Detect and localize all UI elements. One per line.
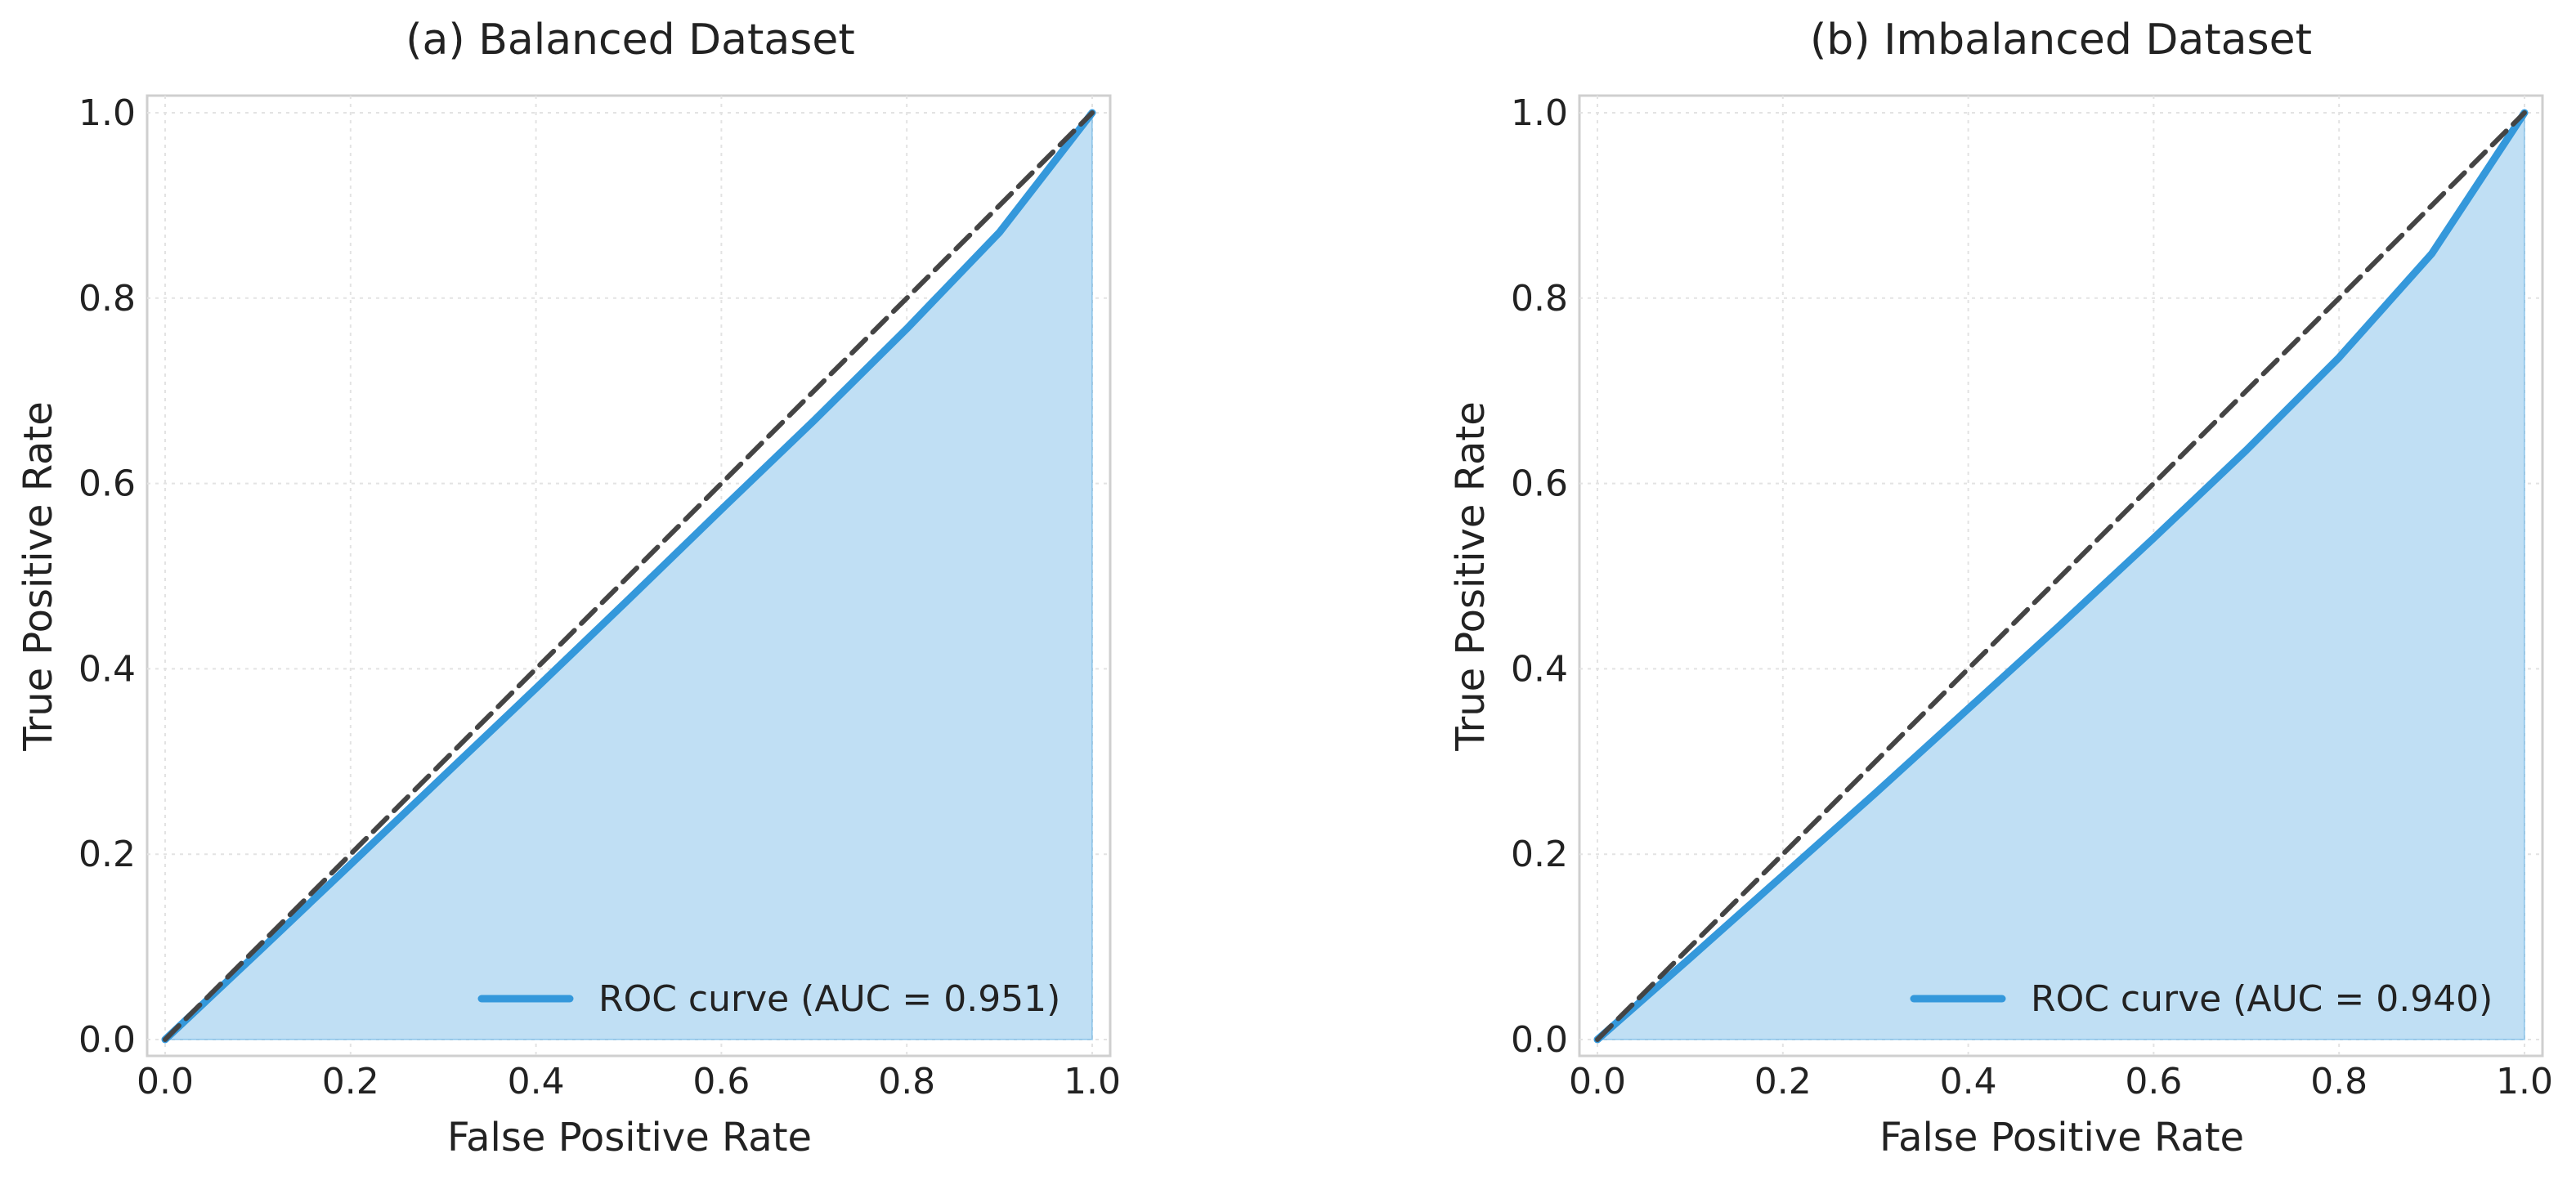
panel-b-x-axis-label: False Positive Rate: [1879, 1115, 2244, 1160]
panel-a-y-tick-label: 0.6: [78, 463, 136, 505]
panel-b-y-tick-label: 0.8: [1511, 278, 1568, 320]
panel-b-plot-frame: [1578, 94, 2544, 1058]
panel-b-x-ticks: 0.0 0.2 0.4 0.6 0.8 1.0: [1569, 1061, 2553, 1102]
panel-b-title: (b) Imbalanced Dataset: [1810, 16, 2312, 65]
panel-b-legend-label: ROC curve (AUC = 0.940): [2031, 978, 2493, 1020]
panel-b-y-ticks: 0.0 0.2 0.4 0.6 0.8 1.0: [1511, 92, 1568, 1061]
panel-a-x-tick-label: 0.6: [692, 1061, 750, 1102]
panel-b-y-tick-label: 0.0: [1511, 1019, 1568, 1061]
panel-a-x-axis-label: False Positive Rate: [447, 1115, 812, 1160]
panel-a-y-tick-label: 0.4: [78, 648, 136, 690]
panel-a-plot-frame: [146, 94, 1112, 1058]
panel-b: (b) Imbalanced Dataset 0.0 0.2 0.4 0.6 0.8 1.…: [1448, 16, 2553, 1160]
panel-a-x-tick-label: 0.4: [508, 1061, 565, 1102]
panel-b-y-tick-label: 0.4: [1511, 648, 1568, 690]
panel-a-x-tick-label: 0.2: [322, 1061, 379, 1102]
panel-a-x-tick-label: 0.8: [878, 1061, 935, 1102]
panel-a-y-tick-label: 0.8: [78, 278, 136, 320]
panel-b-x-tick-label: 1.0: [2496, 1061, 2553, 1102]
panel-b-x-tick-label: 0.4: [1940, 1061, 1997, 1102]
panel-a-y-tick-label: 0.0: [78, 1019, 136, 1061]
panel-a-y-tick-label: 0.2: [78, 834, 136, 875]
panel-a-x-tick-label: 1.0: [1064, 1061, 1121, 1102]
panel-b-x-tick-label: 0.6: [2125, 1061, 2182, 1102]
panel-b-random-diagonal: [1595, 110, 2527, 1042]
panel-b-y-tick-label: 1.0: [1511, 92, 1568, 134]
panel-a-x-ticks: 0.0 0.2 0.4 0.6 0.8 1.0: [137, 1061, 1121, 1102]
panel-a-legend-label: ROC curve (AUC = 0.951): [598, 978, 1060, 1020]
panel-a-y-tick-label: 1.0: [78, 92, 136, 134]
panel-b-roc-curve: [1593, 109, 2529, 1044]
panel-a-y-ticks: 0.0 0.2 0.4 0.6 0.8 1.0: [78, 92, 136, 1061]
panel-b-x-tick-label: 0.8: [2310, 1061, 2368, 1102]
panel-b-y-tick-label: 0.6: [1511, 463, 1568, 505]
panel-a-legend: ROC curve (AUC = 0.951): [477, 978, 1060, 1020]
panel-a-random-diagonal: [163, 110, 1095, 1042]
panel-b-y-axis-label: True Positive Rate: [1448, 401, 1494, 752]
panel-a: (a) Balanced Dataset 0.0 0.2 0.4 0.6 0.8 1.0 …: [16, 16, 1121, 1160]
panel-b-x-tick-label: 0.0: [1569, 1061, 1626, 1102]
panel-a-roc-curve: [161, 109, 1096, 1044]
panel-b-legend: ROC curve (AUC = 0.940): [1910, 978, 2493, 1020]
panel-a-title: (a) Balanced Dataset: [405, 16, 855, 65]
panel-a-y-axis-label: True Positive Rate: [16, 401, 61, 752]
panel-b-y-tick-label: 0.2: [1511, 834, 1568, 875]
panel-b-x-tick-label: 0.2: [1754, 1061, 1812, 1102]
panel-a-x-tick-label: 0.0: [137, 1061, 194, 1102]
